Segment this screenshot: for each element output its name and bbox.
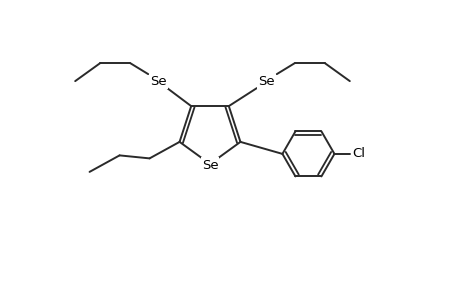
Text: Cl: Cl [352, 147, 364, 161]
Text: Se: Se [201, 158, 218, 172]
Text: Se: Se [258, 75, 274, 88]
Text: Se: Se [150, 75, 166, 88]
